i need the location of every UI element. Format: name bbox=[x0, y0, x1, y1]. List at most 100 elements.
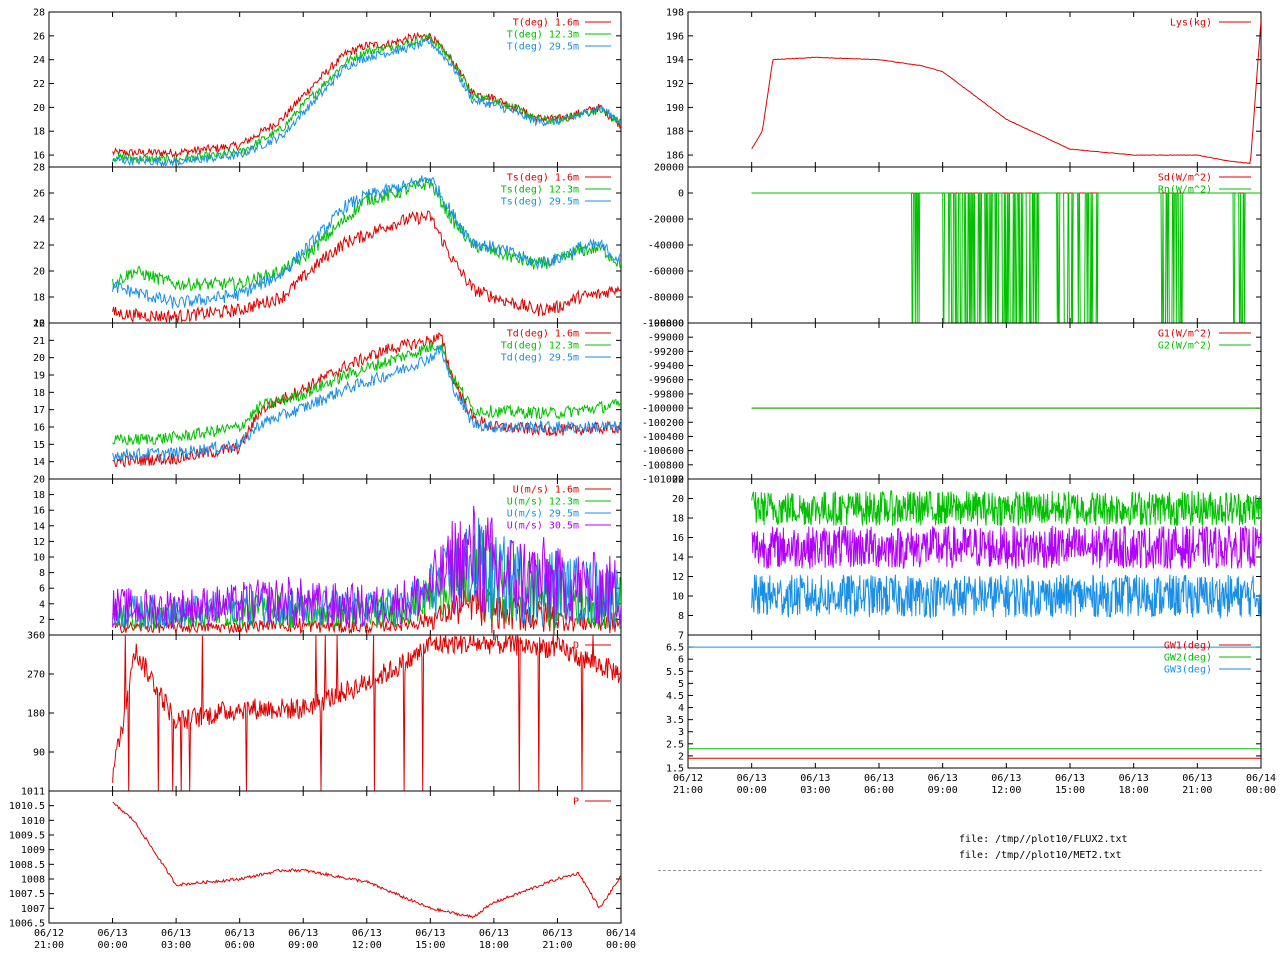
panel-L1: 16 18 20 22 24 26 28 T(deg) 1.6mT(deg) 12.3mT(d… bbox=[33, 8, 622, 168]
y-tick-label: 22 bbox=[33, 319, 45, 330]
y-tick-label: 270 bbox=[27, 670, 45, 681]
y-tick-label: -99800 bbox=[648, 389, 684, 400]
legend-label: Sd(W/m^2) bbox=[1158, 173, 1212, 184]
panel-frame bbox=[48, 322, 622, 480]
y-tick-label: 8 bbox=[678, 611, 684, 622]
legend-label: G2(W/m^2) bbox=[1158, 341, 1212, 352]
y-tick-label: 198 bbox=[666, 8, 684, 19]
legend-label: T(deg) 12.3m bbox=[507, 30, 579, 41]
series-line-lys-kg- bbox=[751, 20, 1261, 165]
legend-label: U(m/s) 30.5m bbox=[507, 521, 579, 532]
x-tick-label-date: 06/13 bbox=[737, 773, 767, 784]
x-tick-label-date: 06/13 bbox=[98, 928, 128, 939]
x-tick-label-time: 06:00 bbox=[864, 785, 894, 796]
file-label-met: file: /tmp//plot10/MET2.txt bbox=[959, 850, 1122, 861]
series-line-ts-deg-1-6m bbox=[112, 210, 621, 323]
y-tick-label: 22 bbox=[33, 241, 45, 252]
y-tick-label: 1006.5 bbox=[9, 919, 45, 930]
y-tick-label: 6 bbox=[678, 655, 684, 666]
series-line-rn-w-m-2- bbox=[751, 192, 1261, 323]
y-tick-label: 19 bbox=[33, 371, 45, 382]
y-tick-label: 20 bbox=[672, 494, 684, 505]
series-line-blue bbox=[751, 574, 1261, 620]
panel-frame bbox=[687, 11, 1262, 168]
x-tick-label-date: 06/13 bbox=[352, 928, 382, 939]
legend-label: Td(deg) 29.5m bbox=[501, 353, 579, 364]
y-tick-label: 22 bbox=[672, 475, 684, 486]
y-tick-label: 0 bbox=[678, 189, 684, 200]
x-tick-label-time: 09:00 bbox=[288, 940, 318, 951]
series-line-u-m-s-1-6m bbox=[112, 585, 621, 635]
y-tick-label: 186 bbox=[666, 151, 684, 162]
x-tick-label-date: 06/13 bbox=[991, 773, 1021, 784]
y-tick-label: 1007.5 bbox=[9, 889, 45, 900]
x-tick-label-date: 06/13 bbox=[864, 773, 894, 784]
separator bbox=[658, 870, 1262, 871]
y-tick-label: 14 bbox=[33, 457, 45, 468]
y-tick-label: 17 bbox=[33, 405, 45, 416]
legend-label: Td(deg) 1.6m bbox=[507, 329, 579, 340]
x-tick-label-date: 06/14 bbox=[1246, 773, 1276, 784]
y-tick-label: 21 bbox=[33, 336, 45, 347]
x-tick-label-time: 03:00 bbox=[161, 940, 191, 951]
x-tick-label-date: 06/13 bbox=[1182, 773, 1212, 784]
y-tick-label: 1.5 bbox=[666, 764, 684, 775]
y-tick-label: -80000 bbox=[648, 293, 684, 304]
y-tick-label: 8 bbox=[39, 568, 45, 579]
y-tick-label: -100600 bbox=[642, 446, 684, 457]
legend-label: P bbox=[573, 797, 579, 808]
y-tick-label: 192 bbox=[666, 79, 684, 90]
y-tick-label: 20 bbox=[33, 267, 45, 278]
y-tick-label: -99000 bbox=[648, 333, 684, 344]
panel-R4: 8 10 12 14 16 18 20 22 bbox=[672, 475, 1262, 636]
y-tick-label: 12 bbox=[672, 572, 684, 583]
y-tick-label: -98800 bbox=[648, 319, 684, 330]
series-line-ts-deg-12-3m bbox=[112, 178, 621, 292]
x-tick-label-time: 00:00 bbox=[98, 940, 128, 951]
legend-label: D bbox=[573, 641, 579, 652]
y-tick-label: 24 bbox=[33, 55, 45, 66]
y-tick-label: 2 bbox=[39, 615, 45, 626]
y-tick-label: 18 bbox=[33, 293, 45, 304]
panel-frame bbox=[48, 790, 622, 924]
y-tick-label: -60000 bbox=[648, 267, 684, 278]
series-group bbox=[688, 646, 1261, 759]
y-tick-label: 360 bbox=[27, 631, 45, 642]
y-tick-label: 1011 bbox=[21, 787, 45, 798]
legend-label: GW1(deg) bbox=[1164, 641, 1212, 652]
y-tick-label: -101000 bbox=[642, 475, 684, 486]
series-group bbox=[112, 635, 621, 791]
x-tick-label-date: 06/13 bbox=[161, 928, 191, 939]
y-tick-label: 3.5 bbox=[666, 715, 684, 726]
panel-frame bbox=[48, 11, 622, 168]
y-tick-label: 4 bbox=[39, 599, 45, 610]
y-tick-label: 3 bbox=[678, 727, 684, 738]
x-tick-label-date: 06/13 bbox=[479, 928, 509, 939]
x-tick-label-date: 06/14 bbox=[606, 928, 636, 939]
y-tick-label: 16 bbox=[33, 319, 45, 330]
legend-label: GW3(deg) bbox=[1164, 665, 1212, 676]
series-group bbox=[112, 801, 621, 919]
y-tick-label: 2 bbox=[678, 751, 684, 762]
legend-label: G1(W/m^2) bbox=[1158, 329, 1212, 340]
y-tick-label: 15 bbox=[33, 440, 45, 451]
y-tick-label: 1010 bbox=[21, 816, 45, 827]
y-tick-label: 194 bbox=[666, 55, 684, 66]
panel-R3: -101000 -100800 -100600 -100400 -100200 -1000… bbox=[642, 319, 1262, 486]
y-tick-label: -100000 bbox=[642, 319, 684, 330]
y-tick-label: 6 bbox=[39, 584, 45, 595]
y-tick-label: 196 bbox=[666, 31, 684, 42]
panel-frame bbox=[687, 634, 1262, 769]
x-tick-label-date: 06/13 bbox=[928, 773, 958, 784]
y-tick-label: 24 bbox=[33, 215, 45, 226]
y-tick-label: 5 bbox=[678, 679, 684, 690]
x-tick-label-date: 06/13 bbox=[415, 928, 445, 939]
y-tick-label: 18 bbox=[33, 490, 45, 501]
x-tick-label-date: 06/13 bbox=[288, 928, 318, 939]
y-tick-label: 1007 bbox=[21, 904, 45, 915]
y-tick-label: 12 bbox=[33, 537, 45, 548]
y-tick-label: -100800 bbox=[642, 460, 684, 471]
